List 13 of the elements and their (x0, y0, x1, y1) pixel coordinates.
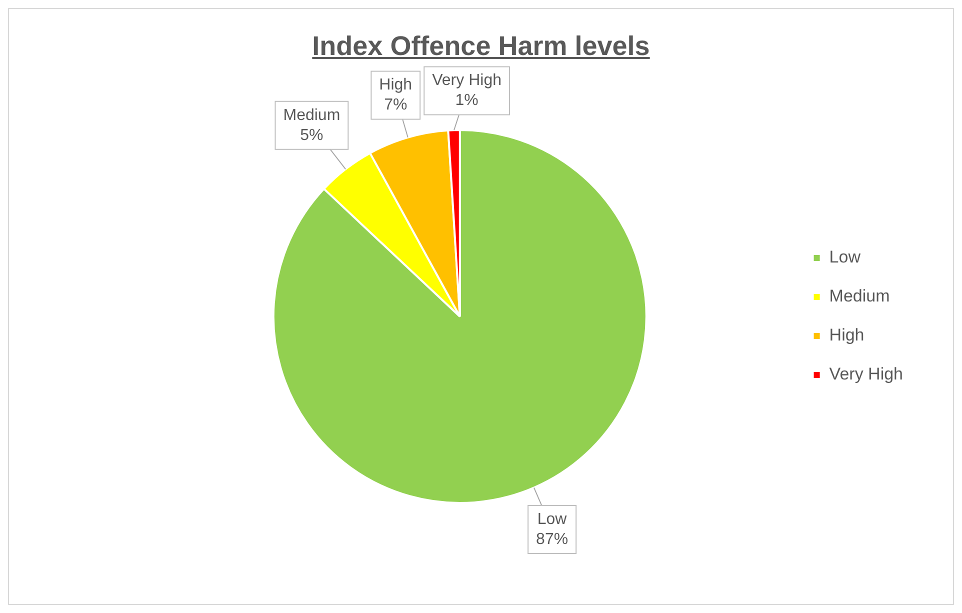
legend-label: Low (829, 248, 862, 267)
slice-label: Very High (432, 72, 502, 90)
data-label: 5% (300, 126, 324, 144)
data-label: 87% (536, 530, 568, 548)
legend-label: Medium (829, 286, 890, 306)
slice-label: Low (537, 510, 568, 528)
data-label: 7% (384, 96, 408, 114)
legend-label: Very High (829, 364, 903, 384)
slice-label: High (379, 76, 412, 94)
legend-label: High (829, 326, 864, 345)
chart-title: Index Offence Harm levels (311, 31, 651, 62)
data-label: 1% (455, 92, 478, 110)
slice-label: Medium (283, 106, 340, 124)
